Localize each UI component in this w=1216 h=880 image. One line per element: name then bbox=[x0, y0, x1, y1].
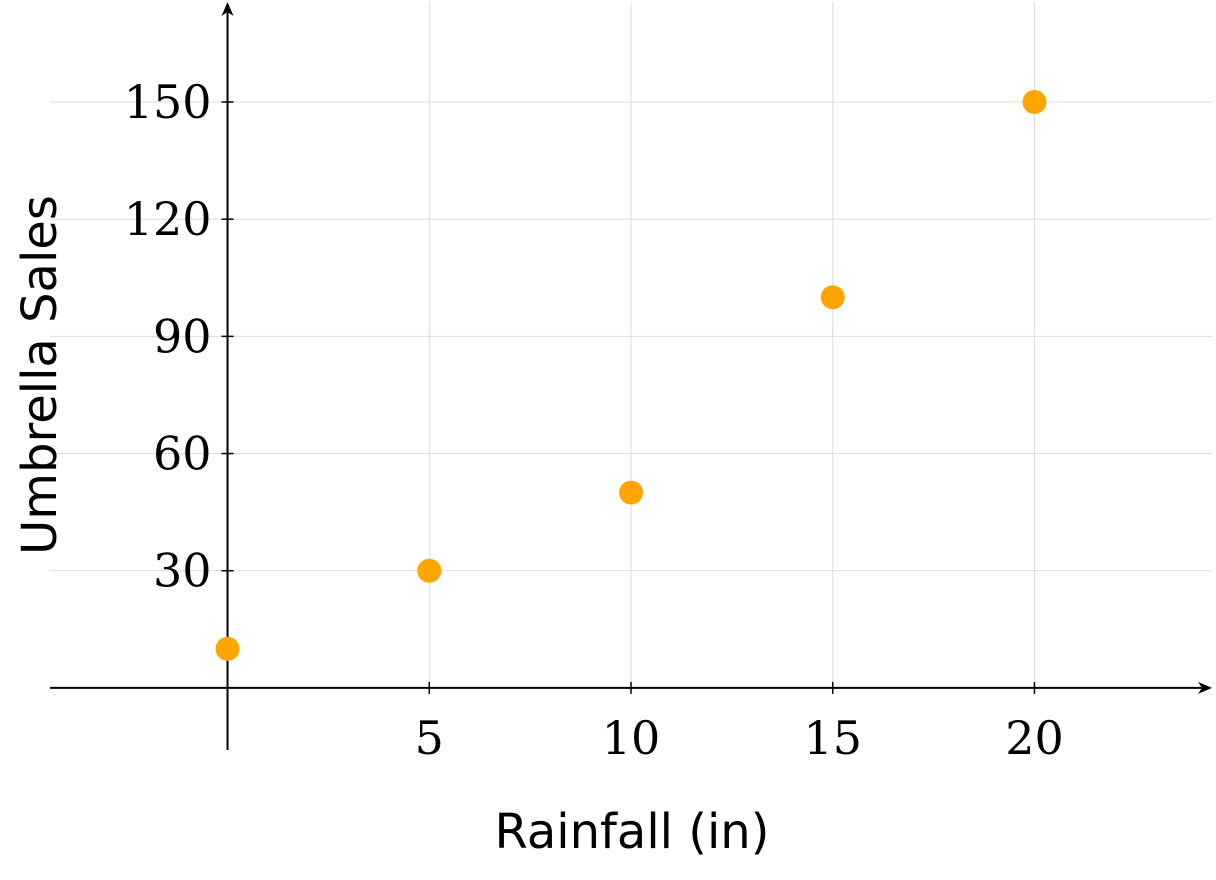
y-axis-label: Umbrella Sales bbox=[12, 195, 68, 555]
data-point bbox=[1022, 89, 1047, 114]
x-axis-arrow bbox=[1198, 681, 1212, 694]
data-point bbox=[215, 636, 240, 661]
data-point bbox=[619, 480, 643, 505]
y-tick-label: 60 bbox=[153, 427, 212, 481]
y-tick-label: 120 bbox=[124, 192, 212, 246]
tick-labels: 5 10 15 20 30 60 90 120 150 bbox=[124, 75, 1064, 765]
grid bbox=[50, 2, 1212, 688]
x-tick-label: 5 bbox=[415, 711, 444, 765]
data-point bbox=[417, 558, 442, 583]
axes bbox=[50, 2, 1212, 750]
y-axis-arrow bbox=[221, 2, 234, 16]
data-point bbox=[820, 285, 845, 310]
x-tick-label: 15 bbox=[803, 711, 862, 765]
x-tick-label: 20 bbox=[1005, 711, 1064, 765]
y-tick-label: 90 bbox=[153, 309, 212, 363]
data-points bbox=[215, 89, 1047, 661]
x-axis-label: Rainfall (in) bbox=[495, 804, 770, 860]
y-tick-label: 150 bbox=[124, 75, 212, 129]
x-tick-label: 10 bbox=[602, 711, 661, 765]
y-tick-label: 30 bbox=[153, 544, 212, 598]
